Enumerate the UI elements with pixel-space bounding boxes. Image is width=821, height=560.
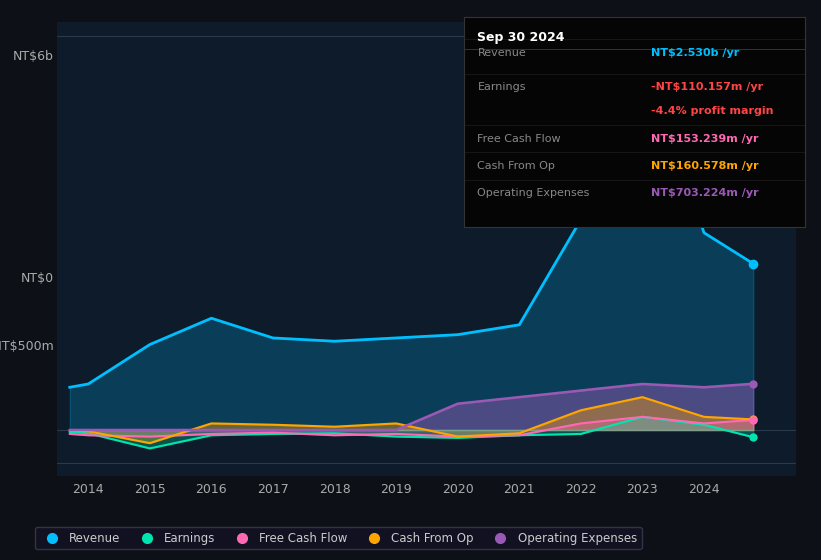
Text: Free Cash Flow: Free Cash Flow <box>478 134 561 143</box>
Text: NT$160.578m /yr: NT$160.578m /yr <box>651 161 759 171</box>
Text: Cash From Op: Cash From Op <box>478 161 555 171</box>
Text: NT$6b: NT$6b <box>13 50 54 63</box>
Text: Earnings: Earnings <box>478 82 526 92</box>
Text: -4.4% profit margin: -4.4% profit margin <box>651 106 773 116</box>
Text: Operating Expenses: Operating Expenses <box>478 188 589 198</box>
Text: NT$703.224m /yr: NT$703.224m /yr <box>651 188 759 198</box>
Text: NT$153.239m /yr: NT$153.239m /yr <box>651 134 759 143</box>
Text: NT$0: NT$0 <box>21 272 54 285</box>
Text: Sep 30 2024: Sep 30 2024 <box>478 31 565 44</box>
Text: -NT$110.157m /yr: -NT$110.157m /yr <box>651 82 764 92</box>
Text: -NT$500m: -NT$500m <box>0 340 54 353</box>
Legend: Revenue, Earnings, Free Cash Flow, Cash From Op, Operating Expenses: Revenue, Earnings, Free Cash Flow, Cash … <box>35 527 641 549</box>
Text: NT$2.530b /yr: NT$2.530b /yr <box>651 48 740 58</box>
Text: Revenue: Revenue <box>478 48 526 58</box>
